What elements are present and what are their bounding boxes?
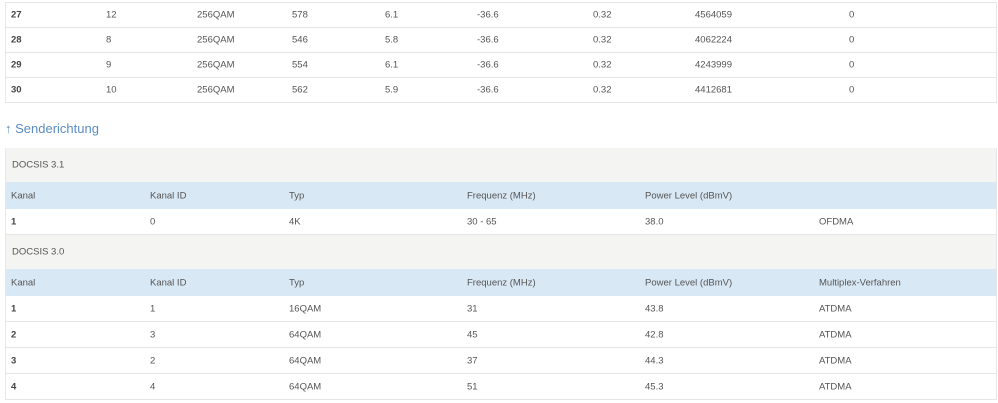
table-row: 4 4 64QAM 51 45.3 ATDMA <box>6 374 996 400</box>
table-row: 28 8 256QAM 546 5.8 -36.6 0.32 4062224 0 <box>6 28 996 53</box>
cell: 0 <box>849 59 855 71</box>
cell: Kanal <box>11 190 36 201</box>
cell: ATDMA <box>819 303 852 314</box>
cell: 4062224 <box>695 34 732 46</box>
cell: 0 <box>150 216 156 227</box>
cell: Typ <box>289 277 305 288</box>
table-row: 1 0 4K 30 - 65 38.0 OFDMA <box>6 209 996 235</box>
cell: Power Level (dBmV) <box>645 277 733 288</box>
cell: 6.1 <box>385 9 399 21</box>
cell: 546 <box>292 34 308 46</box>
cell: 5.9 <box>385 84 399 96</box>
cell: 4243999 <box>695 59 732 71</box>
table-row: 29 9 256QAM 554 6.1 -36.6 0.32 4243999 0 <box>6 53 996 78</box>
cell: 28 <box>11 34 22 46</box>
cell: Typ <box>289 190 305 201</box>
cell: 30 <box>11 84 22 96</box>
cell: 4564059 <box>695 9 732 21</box>
cell: 0.32 <box>593 9 612 21</box>
table-row: 2 3 64QAM 45 42.8 ATDMA <box>6 322 996 348</box>
cell: 256QAM <box>197 9 235 21</box>
cell: 37 <box>467 355 478 366</box>
cell: OFDMA <box>819 216 854 227</box>
cell: Kanal ID <box>150 190 187 201</box>
cell: 44.3 <box>645 355 664 366</box>
cell: Kanal ID <box>150 277 187 288</box>
cell: 562 <box>292 84 308 96</box>
cell: 10 <box>106 84 117 96</box>
upstream-heading: ↑ Senderichtung <box>5 121 99 136</box>
table-row: 30 10 256QAM 562 5.9 -36.6 0.32 4412681 0 <box>6 78 996 103</box>
cell: ATDMA <box>819 381 852 392</box>
cell: 27 <box>11 9 22 21</box>
cell: 256QAM <box>197 59 235 71</box>
cell: 3 <box>150 329 156 340</box>
section-header-docsis31: DOCSIS 3.1 <box>6 148 996 182</box>
table-row: 1 1 16QAM 31 43.8 ATDMA <box>6 296 996 322</box>
header-row: Kanal Kanal ID Typ Frequenz (MHz) Power Leve… <box>6 269 996 296</box>
cell: -36.6 <box>477 9 499 21</box>
cell: 38.0 <box>645 216 664 227</box>
cell: 43.8 <box>645 303 664 314</box>
cell: 0 <box>849 84 855 96</box>
cell: 5.8 <box>385 34 399 46</box>
cell: 12 <box>106 9 117 21</box>
cell: 9 <box>106 59 112 71</box>
cell: 8 <box>106 34 112 46</box>
cell: 1 <box>11 303 17 314</box>
cell: 1 <box>11 216 17 227</box>
cell: ATDMA <box>819 329 852 340</box>
cell: 3 <box>11 355 17 366</box>
cell: 64QAM <box>289 329 322 340</box>
cell: ATDMA <box>819 355 852 366</box>
table-row: 3 2 64QAM 37 44.3 ATDMA <box>6 348 996 374</box>
cell: -36.6 <box>477 34 499 46</box>
section-title: DOCSIS 3.0 <box>12 246 65 258</box>
downstream-table: 27 12 256QAM 578 6.1 -36.6 0.32 4564059 0 28 8 256Q… <box>5 2 997 103</box>
cell: -36.6 <box>477 84 499 96</box>
section-header-docsis30: DOCSIS 3.0 <box>6 235 996 269</box>
cell: 42.8 <box>645 329 664 340</box>
cell: 554 <box>292 59 308 71</box>
cell: Frequenz (MHz) <box>467 277 536 288</box>
cell: 6.1 <box>385 59 399 71</box>
header-row: Kanal Kanal ID Typ Frequenz (MHz) Power Leve… <box>6 182 996 209</box>
cell: 16QAM <box>289 303 322 314</box>
cell: 0.32 <box>593 84 612 96</box>
cell: 578 <box>292 9 308 21</box>
cell: 0 <box>849 34 855 46</box>
cell: 45.3 <box>645 381 664 392</box>
cell: 256QAM <box>197 84 235 96</box>
section-title: DOCSIS 3.1 <box>12 159 65 171</box>
cell: 0.32 <box>593 34 612 46</box>
cell: 51 <box>467 381 478 392</box>
cell: 30 - 65 <box>467 216 497 227</box>
cell: 2 <box>11 329 17 340</box>
upstream-table: DOCSIS 3.1 Kanal Kanal ID Typ Frequenz (MHz)… <box>5 148 997 400</box>
cell: 64QAM <box>289 355 322 366</box>
table-row: 27 12 256QAM 578 6.1 -36.6 0.32 4564059 0 <box>6 3 996 28</box>
cell: Kanal <box>11 277 36 288</box>
cell: 2 <box>150 355 156 366</box>
cell: -36.6 <box>477 59 499 71</box>
cell: 4412681 <box>695 84 732 96</box>
cell: 1 <box>150 303 156 314</box>
cell: 31 <box>467 303 478 314</box>
cell: 0.32 <box>593 59 612 71</box>
cell: Multiplex-Verfahren <box>819 277 901 288</box>
cell: 256QAM <box>197 34 235 46</box>
cell: 29 <box>11 59 22 71</box>
cell: Power Level (dBmV) <box>645 190 733 201</box>
cell: Frequenz (MHz) <box>467 190 536 201</box>
cell: 4 <box>150 381 156 392</box>
cell: 45 <box>467 329 478 340</box>
cell: 64QAM <box>289 381 322 392</box>
cell: 4K <box>289 216 301 227</box>
cell: 0 <box>849 9 855 21</box>
cell: 4 <box>11 381 17 392</box>
